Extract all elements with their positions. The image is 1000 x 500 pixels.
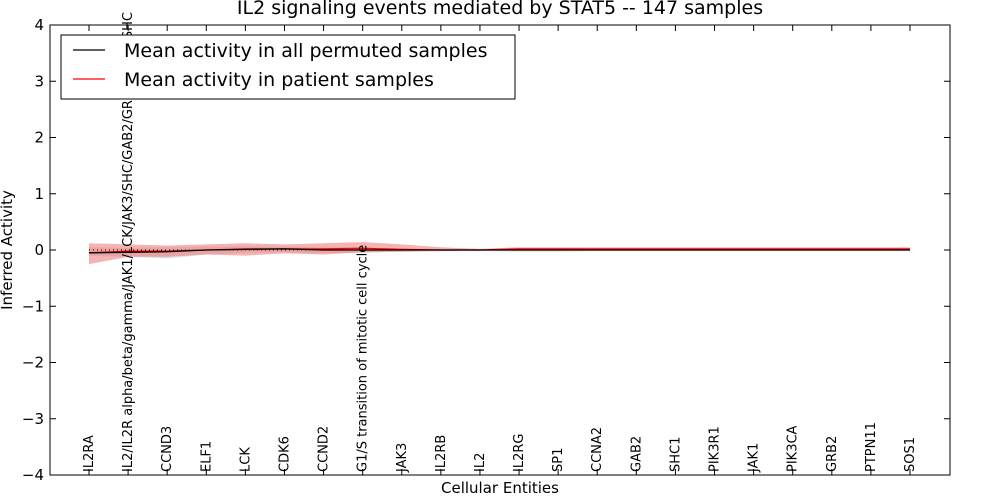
y-tick-label: 3 (34, 72, 44, 90)
x-tick-label: IL2/IL2R alpha/beta/gamma/JAK1/LCK/JAK3/… (121, 12, 136, 472)
legend-box (60, 34, 516, 100)
y-axis-label: Inferred Activity (0, 190, 16, 310)
y-tick-label: 1 (34, 185, 44, 203)
x-tick-label: PIK3CA (786, 425, 801, 472)
x-tick-label: JAK1 (747, 443, 762, 473)
x-tick-label: ELF1 (199, 441, 214, 472)
x-tick-label: CDK6 (277, 436, 292, 472)
chart-title: IL2 signaling events mediated by STAT5 -… (237, 0, 763, 19)
series-lines (88, 247, 910, 254)
y-tick-label: −2 (22, 354, 44, 372)
x-tick-label: SHC1 (668, 437, 683, 472)
y-tick-label: −3 (22, 410, 44, 428)
plot-area (88, 242, 910, 265)
y-tick-label: 0 (34, 241, 44, 259)
y-tick-label: −4 (22, 466, 44, 484)
x-tick-label: PIK3R1 (708, 426, 723, 472)
x-axis-label: Cellular Entities (441, 479, 559, 497)
x-tick-label: IL2RA (82, 435, 97, 472)
y-tick-label: 2 (34, 129, 44, 147)
x-tick-label: GRB2 (825, 436, 840, 472)
x-axis: IL2RA IL2/IL2R alpha/beta/gamma/JAK1/LCK/… (82, 12, 918, 475)
x-tick-label: G1/S transition of mitotic cell cycle (356, 245, 371, 472)
x-tick-label: PTPN11 (864, 422, 879, 472)
x-tick-label: CCNA2 (590, 427, 605, 472)
x-tick-label: IL2RG (512, 434, 527, 472)
x-tick-label: SP1 (551, 448, 566, 472)
x-tick-label: CCND2 (317, 426, 332, 472)
y-tick-label: 4 (34, 16, 44, 34)
plot-frame (49, 24, 951, 476)
band-patient (89, 242, 910, 265)
y-tick-label: −1 (22, 297, 44, 315)
x-tick-label: IL2 (473, 453, 488, 472)
line-permuted (88, 248, 910, 254)
x-tick-label: JAK3 (395, 443, 410, 473)
legend: Mean activity in all permuted samples Me… (60, 34, 516, 100)
x-tick-label: IL2RB (434, 435, 449, 472)
legend-label-patient: Mean activity in patient samples (124, 69, 434, 91)
x-tick-label: SOS1 (903, 437, 918, 472)
x-tick-label: GAB2 (629, 436, 644, 472)
legend-label-permuted: Mean activity in all permuted samples (124, 40, 487, 62)
x-tick-label: LCK (238, 447, 253, 472)
y-axis: 4 3 2 1 0 −1 −2 −3 −4 (22, 16, 950, 484)
x-tick-label: CCND3 (160, 426, 175, 472)
